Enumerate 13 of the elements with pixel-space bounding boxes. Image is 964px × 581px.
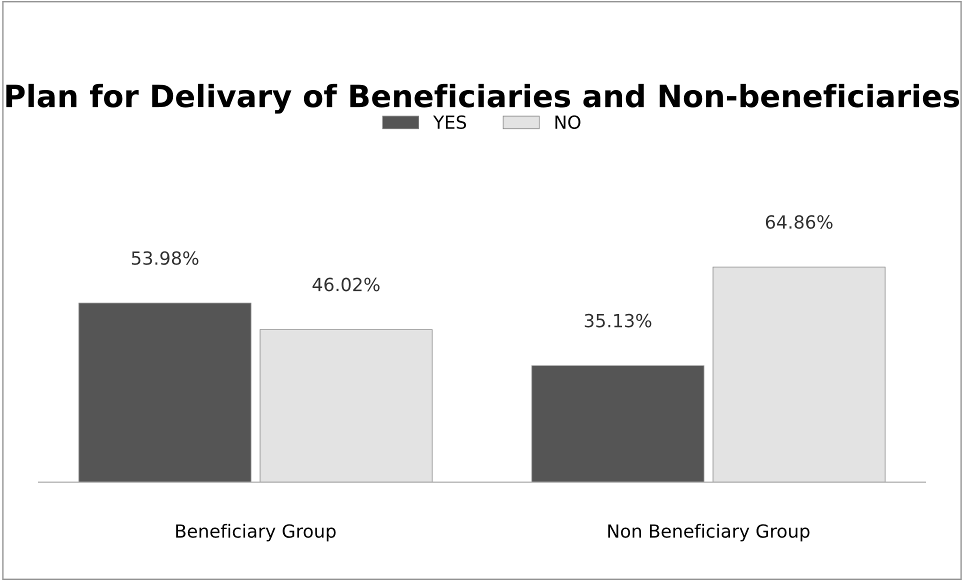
bar — [78, 302, 252, 482]
x-tick-label: Non Beneficiary Group — [608, 524, 810, 542]
legend-label: NO — [555, 115, 580, 129]
data-label: 53.98% — [132, 251, 198, 265]
data-label: 35.13% — [584, 314, 652, 328]
bar — [531, 365, 704, 482]
data-label: 64.86% — [766, 215, 832, 229]
data-label: 46.02% — [312, 278, 380, 292]
bar — [712, 266, 886, 482]
chart-title: Plan for Delivary of Beneficiaries and Non-beneficiaries — [6, 84, 960, 114]
bar — [260, 329, 433, 482]
x-tick-label: Beneficiary Group — [176, 524, 336, 542]
legend-label: YES — [433, 115, 466, 129]
